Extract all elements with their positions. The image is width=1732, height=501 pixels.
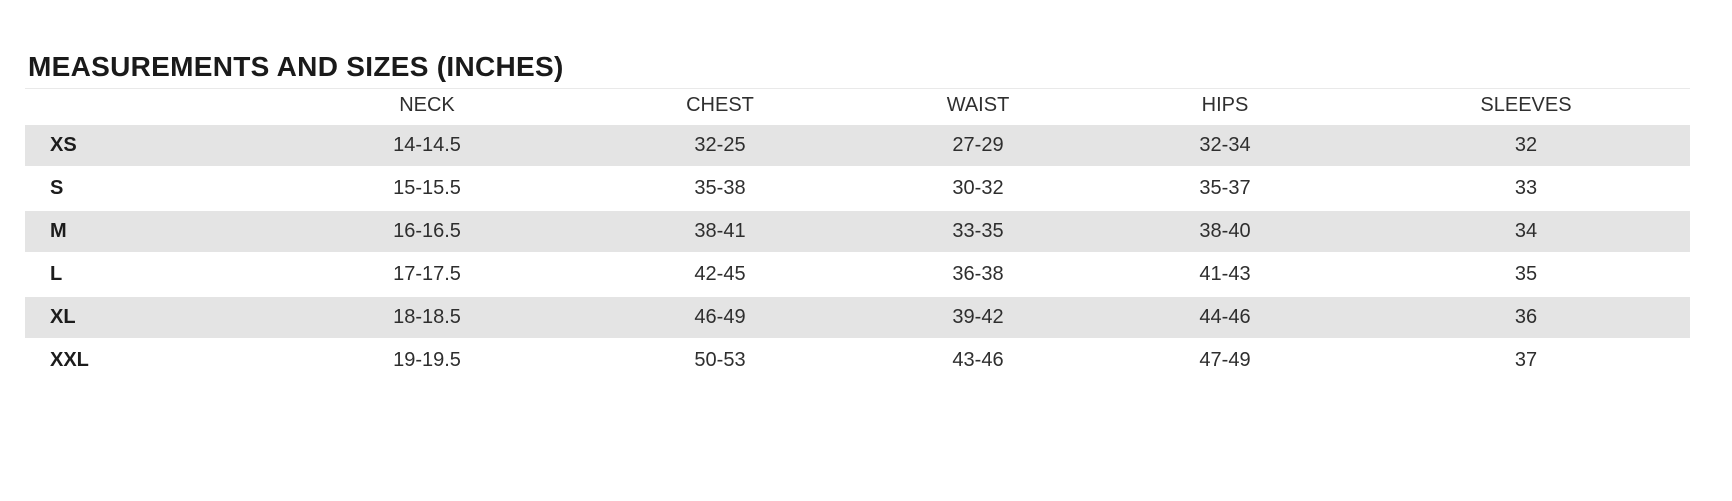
table-row-xxl: XXL 19-19.5 50-53 43-46 47-49 37 (25, 340, 1690, 383)
size-chart-title: MEASUREMENTS AND SIZES (INCHES) (28, 51, 564, 82)
table-row-xl: XL 18-18.5 46-49 39-42 44-46 36 (25, 297, 1690, 340)
m-waist-value: 33-35 (868, 211, 1088, 254)
xl-sleeves-value: 36 (1362, 297, 1690, 340)
m-neck-value: 16-16.5 (282, 211, 572, 254)
s-hips-value: 35-37 (1088, 168, 1362, 211)
xxl-sleeves-value: 37 (1362, 340, 1690, 383)
xxl-waist-value: 43-46 (868, 340, 1088, 383)
table-row-m: M 16-16.5 38-41 33-35 38-40 34 (25, 211, 1690, 254)
xxl-neck-value: 19-19.5 (282, 340, 572, 383)
size-label-xs: XS (25, 125, 282, 168)
xl-hips-value: 44-46 (1088, 297, 1362, 340)
xs-sleeves-value: 32 (1362, 125, 1690, 168)
l-hips-value: 41-43 (1088, 254, 1362, 297)
size-chart-header-row: NECK CHEST WAIST HIPS SLEEVES (25, 88, 1690, 125)
header-hips: HIPS (1088, 88, 1362, 125)
header-sleeves: SLEEVES (1362, 88, 1690, 125)
size-label-xl: XL (25, 297, 282, 340)
s-sleeves-value: 33 (1362, 168, 1690, 211)
s-neck-value: 15-15.5 (282, 168, 572, 211)
l-waist-value: 36-38 (868, 254, 1088, 297)
s-chest-value: 35-38 (572, 168, 868, 211)
m-chest-value: 38-41 (572, 211, 868, 254)
xxl-chest-value: 50-53 (572, 340, 868, 383)
header-waist: WAIST (868, 88, 1088, 125)
table-row-s: S 15-15.5 35-38 30-32 35-37 33 (25, 168, 1690, 211)
size-label-s: S (25, 168, 282, 211)
xl-chest-value: 46-49 (572, 297, 868, 340)
xs-neck-value: 14-14.5 (282, 125, 572, 168)
xs-waist-value: 27-29 (868, 125, 1088, 168)
header-size-spacer (25, 88, 282, 125)
l-neck-value: 17-17.5 (282, 254, 572, 297)
size-label-xxl: XXL (25, 340, 282, 383)
table-row-xs: XS 14-14.5 32-25 27-29 32-34 32 (25, 125, 1690, 168)
l-sleeves-value: 35 (1362, 254, 1690, 297)
l-chest-value: 42-45 (572, 254, 868, 297)
header-neck: NECK (282, 88, 572, 125)
size-label-m: M (25, 211, 282, 254)
xl-neck-value: 18-18.5 (282, 297, 572, 340)
xxl-hips-value: 47-49 (1088, 340, 1362, 383)
m-hips-value: 38-40 (1088, 211, 1362, 254)
xs-hips-value: 32-34 (1088, 125, 1362, 168)
xs-chest-value: 32-25 (572, 125, 868, 168)
xl-waist-value: 39-42 (868, 297, 1088, 340)
header-chest: CHEST (572, 88, 868, 125)
m-sleeves-value: 34 (1362, 211, 1690, 254)
table-row-l: L 17-17.5 42-45 36-38 41-43 35 (25, 254, 1690, 297)
size-label-l: L (25, 254, 282, 297)
s-waist-value: 30-32 (868, 168, 1088, 211)
size-chart-table: NECK CHEST WAIST HIPS SLEEVES XS 14-14.5… (25, 88, 1690, 383)
size-chart-section: MEASUREMENTS AND SIZES (INCHES) NECK CHE… (25, 51, 1690, 383)
